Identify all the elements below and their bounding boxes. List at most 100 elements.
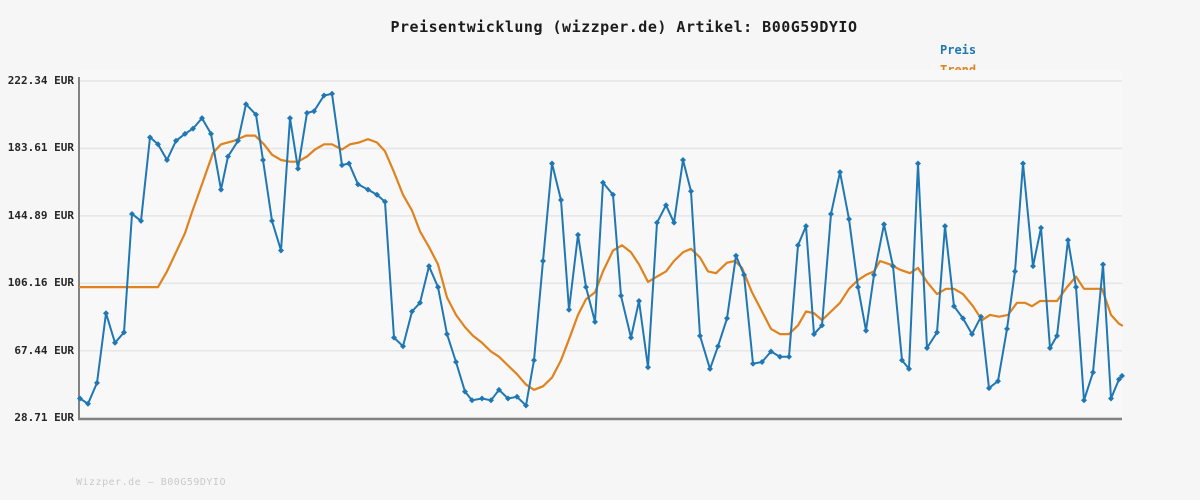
y-axis-tick-label: 183.61 EUR (7, 141, 74, 155)
trend-line (78, 134, 1124, 391)
price-point-marker (924, 345, 930, 352)
price-point-marker (1116, 376, 1122, 383)
price-point-marker (225, 153, 231, 160)
legend-item-preis: Preis (940, 43, 977, 57)
price-point-marker (899, 357, 905, 364)
price-point-marker (147, 134, 153, 141)
price-point-marker (85, 400, 91, 407)
price-point-marker (531, 357, 537, 364)
price-point-marker (444, 331, 450, 338)
price-point-marker (1108, 395, 1114, 402)
price-point-marker (1119, 372, 1125, 379)
price-point-marker (321, 92, 327, 99)
y-axis-tick-label: 144.89 EUR (7, 208, 74, 222)
price-point-marker (400, 343, 406, 350)
y-axis-tick-label: 106.16 EUR (7, 276, 74, 290)
price-point-marker (881, 221, 887, 228)
price-point-marker (978, 313, 984, 320)
price-point-marker (182, 130, 188, 137)
price-point-marker (803, 223, 809, 230)
price-point-marker (514, 393, 520, 400)
price-point-marker (846, 216, 852, 223)
y-axis-tick-label: 28.71 EUR (14, 411, 74, 425)
price-point-marker (121, 329, 127, 336)
price-point-marker (654, 219, 660, 226)
y-axis-tick-label: 67.44 EUR (14, 343, 74, 357)
price-point-marker (688, 188, 694, 195)
price-point-marker (871, 271, 877, 278)
price-point-marker (243, 101, 249, 108)
price-point-marker (592, 318, 598, 325)
y-axis-tick-label: 222.34 EUR (7, 74, 74, 87)
price-point-marker (960, 315, 966, 322)
price-point-marker (138, 217, 144, 224)
price-point-marker (733, 252, 739, 259)
price-point-marker (173, 137, 179, 144)
price-point-marker (558, 197, 564, 204)
price-point-marker (995, 378, 1001, 385)
price-point-marker (915, 160, 921, 167)
price-point-marker (741, 271, 747, 278)
price-point-marker (462, 388, 468, 395)
price-point-marker (304, 109, 310, 116)
price-point-marker (906, 365, 912, 372)
price-point-marker (819, 322, 825, 329)
price-point-marker (986, 385, 992, 392)
price-point-marker (951, 303, 957, 310)
price-point-marker (488, 397, 494, 404)
chart-title: Preisentwicklung (wizzper.de) Artikel: B… (390, 18, 858, 36)
price-point-marker (934, 329, 940, 336)
price-point-marker (680, 156, 686, 163)
price-point-marker (218, 186, 224, 193)
price-point-marker (417, 299, 423, 306)
price-point-marker (260, 156, 266, 163)
price-point-marker (329, 90, 335, 97)
price-point-marker (346, 160, 352, 167)
price-point-marker (969, 331, 975, 338)
price-point-marker (129, 210, 135, 217)
price-point-marker (628, 334, 634, 341)
price-point-marker (382, 198, 388, 205)
price-point-marker (610, 191, 616, 198)
price-point-marker (295, 165, 301, 172)
price-point-marker (164, 156, 170, 163)
price-point-marker (1065, 237, 1071, 244)
price-point-marker (890, 263, 896, 270)
price-point-marker (777, 353, 783, 360)
price-point-marker (235, 137, 241, 144)
price-point-marker (1030, 263, 1036, 270)
price-point-marker (469, 397, 475, 404)
price-point-marker (269, 217, 275, 224)
price-point-marker (374, 191, 380, 198)
price-point-marker (663, 202, 669, 209)
price-point-marker (759, 358, 765, 365)
price-point-marker (750, 360, 756, 367)
price-point-marker (391, 334, 397, 341)
price-point-marker (1054, 332, 1060, 339)
price-point-marker (795, 242, 801, 249)
price-point-marker (505, 395, 511, 402)
price-point-marker (339, 162, 345, 169)
price-point-marker (496, 386, 502, 393)
price-point-marker (671, 219, 677, 226)
price-point-marker (715, 343, 721, 350)
watermark: Wizzper.de – B00G59DYIO (76, 477, 226, 488)
price-point-marker (837, 169, 843, 176)
price-point-marker (1047, 345, 1053, 352)
price-point-marker (1038, 224, 1044, 231)
price-point-marker (1004, 325, 1010, 332)
price-point-marker (697, 332, 703, 339)
price-point-marker (575, 231, 581, 238)
price-point-marker (942, 223, 948, 230)
price-point-marker (523, 402, 529, 409)
price-point-marker (724, 315, 730, 322)
price-point-marker (645, 364, 651, 371)
price-point-marker (618, 292, 624, 299)
price-point-marker (707, 365, 713, 372)
price-point-marker (1090, 369, 1096, 376)
price-point-marker (540, 257, 546, 264)
price-point-marker (77, 395, 83, 402)
price-point-marker (199, 115, 205, 122)
price-point-marker (600, 179, 606, 186)
price-point-marker (409, 308, 415, 315)
